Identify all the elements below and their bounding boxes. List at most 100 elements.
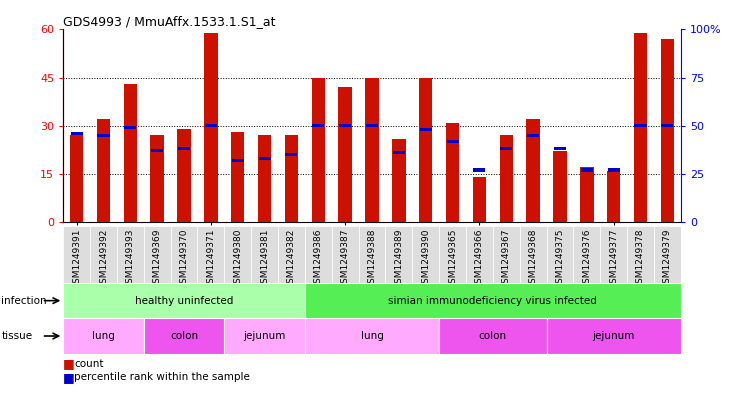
Bar bbox=[473, 169, 485, 172]
Text: tissue: tissue bbox=[1, 331, 33, 341]
Bar bbox=[580, 167, 594, 222]
Text: GSM1249377: GSM1249377 bbox=[609, 229, 618, 289]
Bar bbox=[177, 129, 190, 222]
Text: colon: colon bbox=[478, 331, 507, 341]
Bar bbox=[225, 226, 251, 285]
Bar bbox=[117, 226, 144, 285]
Bar bbox=[178, 147, 190, 151]
Bar bbox=[661, 39, 674, 222]
Bar bbox=[144, 226, 170, 285]
Text: GSM1249375: GSM1249375 bbox=[556, 229, 565, 289]
Text: GSM1249388: GSM1249388 bbox=[368, 229, 376, 289]
Bar bbox=[446, 123, 459, 222]
Bar bbox=[231, 132, 245, 222]
Text: GDS4993 / MmuAffx.1533.1.S1_at: GDS4993 / MmuAffx.1533.1.S1_at bbox=[63, 15, 276, 28]
Bar bbox=[259, 157, 271, 160]
Bar bbox=[439, 226, 466, 285]
Bar bbox=[332, 226, 359, 285]
Bar bbox=[446, 140, 458, 143]
Bar bbox=[339, 124, 351, 127]
Bar bbox=[286, 153, 298, 156]
Bar bbox=[527, 119, 540, 222]
Bar bbox=[466, 226, 493, 285]
Text: jejunum: jejunum bbox=[243, 331, 286, 341]
Bar bbox=[305, 226, 332, 285]
Bar bbox=[71, 132, 83, 135]
Bar bbox=[500, 147, 513, 151]
Bar bbox=[170, 226, 197, 285]
Text: GSM1249371: GSM1249371 bbox=[206, 229, 216, 289]
Text: GSM1249367: GSM1249367 bbox=[501, 229, 510, 289]
Text: healthy uninfected: healthy uninfected bbox=[135, 296, 234, 306]
Bar bbox=[527, 134, 539, 137]
Bar bbox=[305, 283, 681, 318]
Bar bbox=[151, 149, 163, 152]
Bar bbox=[204, 33, 217, 222]
Text: ■: ■ bbox=[63, 371, 75, 384]
Text: GSM1249387: GSM1249387 bbox=[341, 229, 350, 289]
Text: GSM1249386: GSM1249386 bbox=[314, 229, 323, 289]
Bar bbox=[124, 126, 136, 129]
Text: colon: colon bbox=[170, 331, 198, 341]
Bar bbox=[412, 226, 439, 285]
Bar bbox=[251, 226, 278, 285]
Bar bbox=[393, 151, 405, 154]
Bar bbox=[581, 169, 593, 172]
Bar bbox=[600, 226, 627, 285]
Bar bbox=[654, 226, 681, 285]
Text: GSM1249379: GSM1249379 bbox=[663, 229, 672, 289]
Bar bbox=[63, 318, 144, 354]
Bar bbox=[519, 226, 547, 285]
Bar bbox=[420, 128, 432, 131]
Text: GSM1249391: GSM1249391 bbox=[72, 229, 81, 289]
Bar bbox=[385, 226, 412, 285]
Bar bbox=[392, 139, 405, 222]
Text: GSM1249389: GSM1249389 bbox=[394, 229, 403, 289]
Bar bbox=[225, 318, 305, 354]
Bar bbox=[278, 226, 305, 285]
Bar bbox=[547, 318, 681, 354]
Text: GSM1249381: GSM1249381 bbox=[260, 229, 269, 289]
Text: GSM1249392: GSM1249392 bbox=[99, 229, 108, 289]
Bar bbox=[205, 124, 217, 127]
Text: infection: infection bbox=[1, 296, 47, 306]
Bar bbox=[493, 226, 519, 285]
Text: GSM1249390: GSM1249390 bbox=[421, 229, 430, 289]
Bar bbox=[63, 283, 305, 318]
Bar bbox=[339, 87, 352, 222]
Bar bbox=[285, 135, 298, 222]
Text: lung: lung bbox=[92, 331, 115, 341]
Text: GSM1249376: GSM1249376 bbox=[583, 229, 591, 289]
Bar bbox=[661, 124, 673, 127]
Bar bbox=[97, 134, 109, 137]
Text: ■: ■ bbox=[63, 357, 75, 370]
Bar bbox=[439, 318, 547, 354]
Bar bbox=[63, 226, 90, 285]
Bar bbox=[419, 77, 432, 222]
Bar bbox=[554, 151, 567, 222]
Bar bbox=[231, 159, 244, 162]
Text: GSM1249368: GSM1249368 bbox=[528, 229, 538, 289]
Bar bbox=[554, 147, 566, 151]
Bar bbox=[197, 226, 225, 285]
Bar bbox=[97, 119, 110, 222]
Bar bbox=[608, 169, 620, 172]
Bar bbox=[574, 226, 600, 285]
Bar bbox=[499, 135, 513, 222]
Text: GSM1249378: GSM1249378 bbox=[636, 229, 645, 289]
Text: GSM1249380: GSM1249380 bbox=[234, 229, 243, 289]
Bar bbox=[258, 135, 272, 222]
Text: lung: lung bbox=[361, 331, 383, 341]
Text: simian immunodeficiency virus infected: simian immunodeficiency virus infected bbox=[388, 296, 597, 306]
Bar bbox=[312, 124, 324, 127]
Bar bbox=[365, 77, 379, 222]
Bar bbox=[90, 226, 117, 285]
Bar bbox=[635, 124, 647, 127]
Bar bbox=[634, 33, 647, 222]
Bar bbox=[547, 226, 574, 285]
Bar bbox=[305, 318, 439, 354]
Text: GSM1249366: GSM1249366 bbox=[475, 229, 484, 289]
Text: GSM1249365: GSM1249365 bbox=[448, 229, 457, 289]
Bar bbox=[627, 226, 654, 285]
Bar bbox=[124, 84, 137, 222]
